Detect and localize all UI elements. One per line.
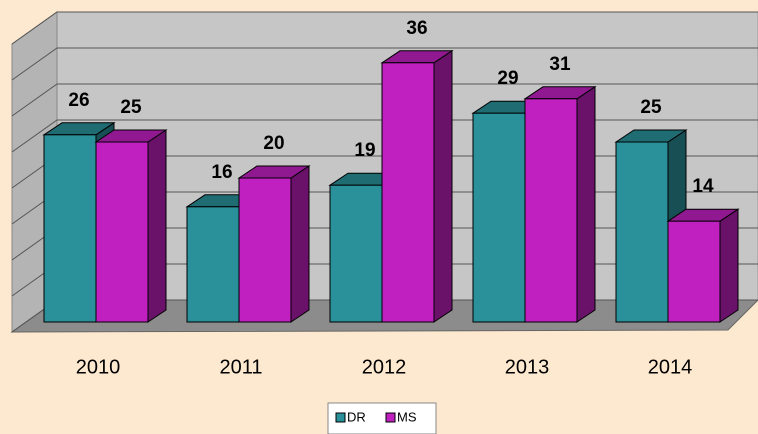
x-tick-label: 2010 (76, 356, 121, 378)
x-tick-label: 2011 (219, 356, 262, 378)
value-label: 36 (406, 18, 427, 39)
bar-side (433, 49, 453, 323)
value-label: 16 (211, 162, 232, 183)
bar (186, 206, 240, 323)
value-label: 14 (692, 176, 714, 197)
bar (524, 98, 578, 323)
bar (615, 141, 669, 323)
bar-side (719, 208, 739, 323)
value-label: 25 (640, 97, 662, 118)
grid-line (11, 47, 758, 81)
grid-line (11, 83, 758, 117)
bar (329, 184, 383, 323)
value-label: 20 (263, 133, 284, 154)
bar-side (147, 129, 167, 323)
legend (327, 402, 437, 434)
x-tick-label: 2012 (362, 356, 407, 378)
legend-label: MS (397, 409, 417, 424)
bar (667, 220, 721, 323)
bar-side (576, 85, 596, 323)
value-label: 29 (497, 68, 518, 89)
grid-line (11, 11, 758, 45)
legend-swatch (335, 412, 346, 423)
bar (95, 141, 149, 323)
x-tick-label: 2013 (505, 356, 550, 378)
value-label: 26 (68, 90, 89, 111)
value-label: 31 (549, 54, 571, 75)
bar (43, 134, 97, 323)
value-label: 25 (120, 97, 142, 118)
value-label: 19 (354, 140, 375, 161)
bar-side (290, 165, 310, 323)
legend-label: DR (347, 409, 366, 424)
bar (381, 62, 435, 323)
bar (472, 112, 526, 323)
legend-swatch (385, 412, 396, 423)
bar (238, 177, 292, 323)
x-tick-label: 2014 (648, 356, 693, 378)
